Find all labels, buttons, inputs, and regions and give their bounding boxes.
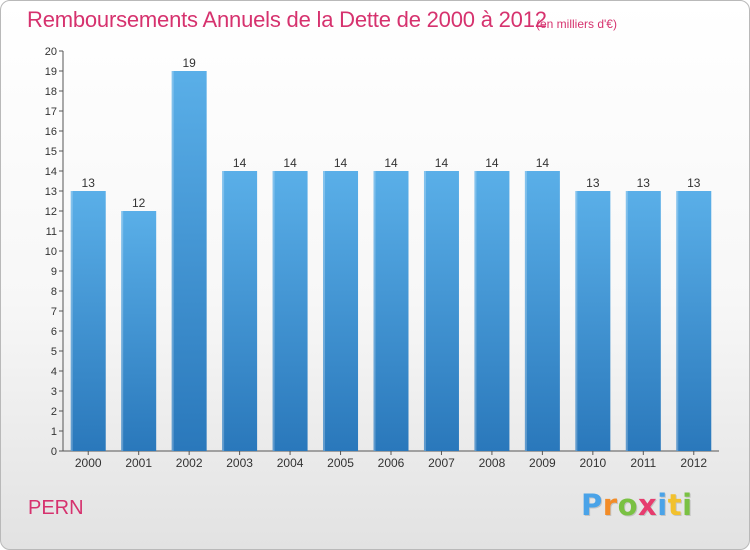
x-tick-label: 2007 — [428, 456, 455, 470]
y-tick-label: 3 — [51, 386, 57, 398]
bar-highlight — [70, 191, 73, 451]
x-tick-label: 2011 — [630, 456, 656, 470]
bar-highlight — [373, 171, 376, 451]
y-tick-label: 1 — [51, 426, 57, 438]
y-tick-label: 12 — [45, 206, 57, 218]
chart-unit-note: (en milliers d'€) — [536, 17, 617, 31]
x-tick-label: 2003 — [226, 456, 253, 470]
bar-2008 — [474, 171, 510, 451]
y-tick-label: 5 — [51, 346, 57, 358]
bar-value-label: 19 — [182, 56, 196, 70]
bar-2002 — [171, 71, 207, 451]
x-tick-label: 2012 — [680, 456, 707, 470]
bar-2011 — [625, 191, 661, 451]
bar-value-label: 13 — [687, 176, 701, 190]
y-tick-label: 18 — [45, 86, 57, 98]
logo-letter: r — [602, 488, 618, 522]
bar-2006 — [373, 171, 409, 451]
bar-2003 — [222, 171, 258, 451]
bar-highlight — [222, 171, 225, 451]
bar-2010 — [575, 191, 611, 451]
y-tick-label: 13 — [45, 186, 57, 198]
bar-2000 — [70, 191, 106, 451]
x-tick-label: 2002 — [176, 456, 203, 470]
bar-value-label: 14 — [536, 156, 550, 170]
y-tick-label: 4 — [51, 366, 57, 378]
bar-highlight — [625, 191, 628, 451]
bar-value-label: 14 — [485, 156, 499, 170]
bar-highlight — [423, 171, 426, 451]
y-tick-label: 0 — [51, 446, 57, 458]
x-tick-label: 2008 — [479, 456, 506, 470]
x-tick-label: 2001 — [125, 456, 152, 470]
bar-highlight — [575, 191, 578, 451]
y-tick-label: 7 — [51, 306, 57, 318]
x-tick-label: 2006 — [378, 456, 405, 470]
x-tick-label: 2004 — [277, 456, 304, 470]
bar-2012 — [676, 191, 712, 451]
bar-highlight — [323, 171, 326, 451]
bar-2009 — [524, 171, 560, 451]
x-tick-label: 2000 — [75, 456, 102, 470]
logo-letter: i — [657, 488, 668, 522]
bar-value-label: 14 — [435, 156, 449, 170]
x-tick-label: 2005 — [327, 456, 354, 470]
bar-2001 — [121, 211, 157, 451]
bar-highlight — [474, 171, 477, 451]
y-tick-label: 17 — [45, 106, 57, 118]
bar-highlight — [524, 171, 527, 451]
bar-value-label: 14 — [283, 156, 297, 170]
bar-highlight — [121, 211, 124, 451]
y-tick-label: 2 — [51, 406, 57, 418]
bar-2004 — [272, 171, 308, 451]
y-tick-label: 15 — [45, 146, 57, 158]
x-tick-label: 2009 — [529, 456, 556, 470]
bar-value-label: 14 — [384, 156, 398, 170]
bar-value-label: 13 — [637, 176, 651, 190]
place-name: PERN — [28, 497, 84, 519]
logo-letter: o — [617, 488, 639, 522]
proxiti-logo: Proxiti — [581, 488, 693, 522]
logo-letter: i — [682, 488, 693, 522]
y-tick-label: 11 — [46, 226, 57, 238]
y-tick-label: 16 — [45, 126, 57, 138]
bar-value-label: 13 — [586, 176, 600, 190]
bar-value-label: 13 — [82, 176, 96, 190]
bar-highlight — [676, 191, 679, 451]
bar-highlight — [272, 171, 275, 451]
y-tick-label: 8 — [51, 286, 57, 298]
logo-letter: P — [581, 488, 603, 522]
bar-2007 — [423, 171, 459, 451]
bar-highlight — [171, 71, 174, 451]
y-tick-label: 20 — [45, 46, 57, 58]
chart-title: Remboursements Annuels de la Dette de 20… — [27, 7, 547, 32]
logo-letter: t — [667, 488, 683, 522]
bar-value-label: 14 — [233, 156, 247, 170]
y-tick-label: 19 — [45, 66, 57, 78]
y-tick-label: 10 — [45, 246, 57, 258]
bar-2005 — [323, 171, 359, 451]
y-tick-label: 6 — [51, 326, 57, 338]
bar-value-label: 14 — [334, 156, 348, 170]
y-tick-label: 14 — [45, 166, 57, 178]
x-tick-label: 2010 — [579, 456, 606, 470]
logo-letter: x — [638, 488, 658, 522]
y-tick-label: 9 — [51, 266, 57, 278]
bar-value-label: 12 — [132, 196, 146, 210]
